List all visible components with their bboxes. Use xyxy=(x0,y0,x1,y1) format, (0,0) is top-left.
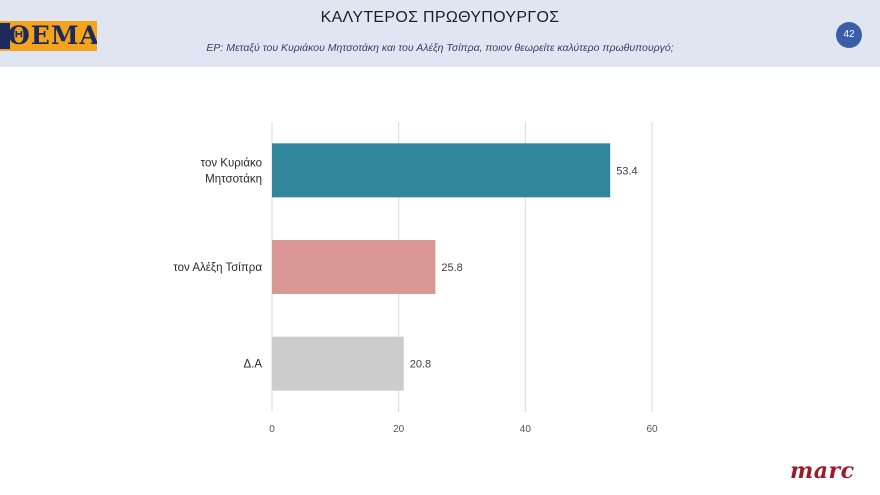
x-tick-label: 60 xyxy=(646,424,658,435)
category-label-line: τον Αλέξη Τσίπρα xyxy=(173,262,262,274)
x-tick-label: 20 xyxy=(393,424,405,435)
question-subtitle: ΕΡ: Μεταξύ του Κυριάκου Μητσοτάκη και το… xyxy=(206,42,674,54)
category-label: τον Αλέξη Τσίπρα xyxy=(173,262,262,274)
category-label-line: τον Κυριάκο xyxy=(201,157,262,169)
bar-value-label: 53.4 xyxy=(616,165,637,177)
marc-logo: marc xyxy=(790,458,855,484)
x-tick-label: 40 xyxy=(520,424,532,435)
bar xyxy=(272,240,436,294)
category-label-line: Δ.Α xyxy=(243,359,262,371)
bar-value-label: 25.8 xyxy=(441,262,462,274)
value-labels: 53.4 25.8 20.8 xyxy=(410,165,638,370)
category-labels: τον Κυριάκο Μητσοτάκη τον Αλέξη Τσίπρα Δ.Α xyxy=(173,157,262,370)
bar xyxy=(272,143,611,198)
logo-badge xyxy=(0,23,10,49)
logo-text: ΘΕΜΑ xyxy=(8,21,97,50)
page-number-badge: 42 xyxy=(836,22,862,48)
header-bar xyxy=(0,0,880,67)
theme-logo: ΘΕΜΑ xyxy=(0,21,97,51)
bar xyxy=(272,336,404,391)
page-title: ΚΑΛΥΤΕΡΟΣ ΠΡΩΘΥΠΟΥΡΓΟΣ xyxy=(320,9,560,26)
bar-value-label: 20.8 xyxy=(410,359,431,371)
category-label: τον Κυριάκο Μητσοτάκη xyxy=(201,157,262,185)
x-axis-ticks: 0 20 40 60 xyxy=(269,424,658,435)
category-label: Δ.Α xyxy=(243,359,262,371)
chart-bars xyxy=(272,143,611,391)
x-tick-label: 0 xyxy=(269,424,275,435)
category-label-line: Μητσοτάκη xyxy=(205,173,262,185)
